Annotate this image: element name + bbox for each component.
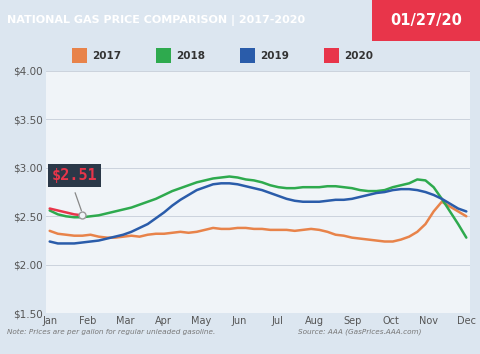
FancyBboxPatch shape (72, 48, 87, 63)
Text: NATIONAL GAS PRICE COMPARISON | 2017-2020: NATIONAL GAS PRICE COMPARISON | 2017-202… (7, 15, 305, 26)
Text: 2019: 2019 (260, 51, 289, 61)
Text: 01/27/20: 01/27/20 (390, 13, 462, 28)
Text: Source: AAA (GasPrices.AAA.com): Source: AAA (GasPrices.AAA.com) (298, 329, 421, 335)
FancyBboxPatch shape (156, 48, 171, 63)
Text: 2018: 2018 (176, 51, 205, 61)
FancyBboxPatch shape (324, 48, 339, 63)
Text: Note: Prices are per gallon for regular unleaded gasoline.: Note: Prices are per gallon for regular … (7, 329, 216, 335)
FancyBboxPatch shape (372, 0, 480, 41)
FancyBboxPatch shape (240, 48, 255, 63)
Text: 2020: 2020 (344, 51, 373, 61)
Text: 2017: 2017 (92, 51, 121, 61)
Text: $2.51: $2.51 (51, 168, 97, 183)
